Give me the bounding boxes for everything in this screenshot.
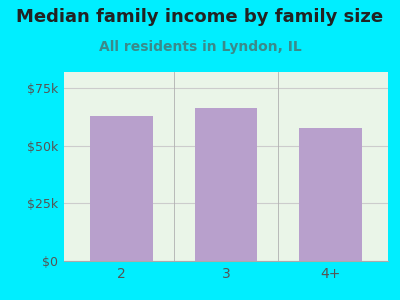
Bar: [195, 108, 257, 261]
Text: Median family income by family size: Median family income by family size: [16, 8, 384, 26]
Text: All residents in Lyndon, IL: All residents in Lyndon, IL: [99, 40, 301, 55]
Bar: [90, 116, 153, 261]
Bar: [299, 128, 362, 261]
